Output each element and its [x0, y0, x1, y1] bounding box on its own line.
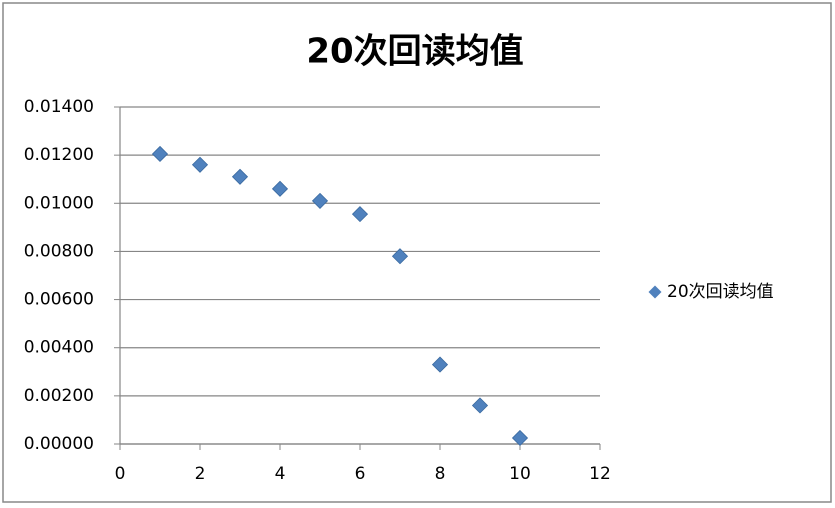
legend-marker — [648, 285, 662, 299]
y-tick-label: 0.00400 — [24, 338, 94, 358]
y-tick-label: 0.00200 — [24, 386, 94, 406]
x-tick-label: 8 — [435, 464, 446, 484]
chart-title: 20次回读均值 — [306, 32, 523, 72]
point — [191, 156, 209, 173]
y-tick-label: 0.01000 — [24, 193, 94, 213]
point — [471, 397, 489, 414]
y-tick-label: 0.00000 — [24, 434, 94, 454]
y-tick-label: 0.01400 — [24, 97, 94, 117]
point — [231, 168, 249, 185]
point — [351, 206, 369, 223]
x-tick-label: 2 — [195, 464, 206, 484]
point — [391, 248, 409, 265]
y-tick-label: 0.00800 — [24, 241, 94, 261]
point — [271, 180, 289, 197]
point — [311, 192, 329, 209]
x-tick-label: 12 — [589, 464, 611, 484]
y-tick-label: 0.01200 — [24, 145, 94, 165]
x-tick-label: 0 — [115, 464, 126, 484]
x-tick-label: 6 — [355, 464, 366, 484]
point — [431, 356, 449, 373]
legend-label: 20次回读均值 — [667, 282, 774, 302]
y-tick-label: 0.00600 — [24, 290, 94, 310]
x-tick-label: 4 — [275, 464, 286, 484]
point — [151, 145, 169, 163]
x-tick-label: 10 — [509, 464, 531, 484]
point — [511, 429, 529, 447]
